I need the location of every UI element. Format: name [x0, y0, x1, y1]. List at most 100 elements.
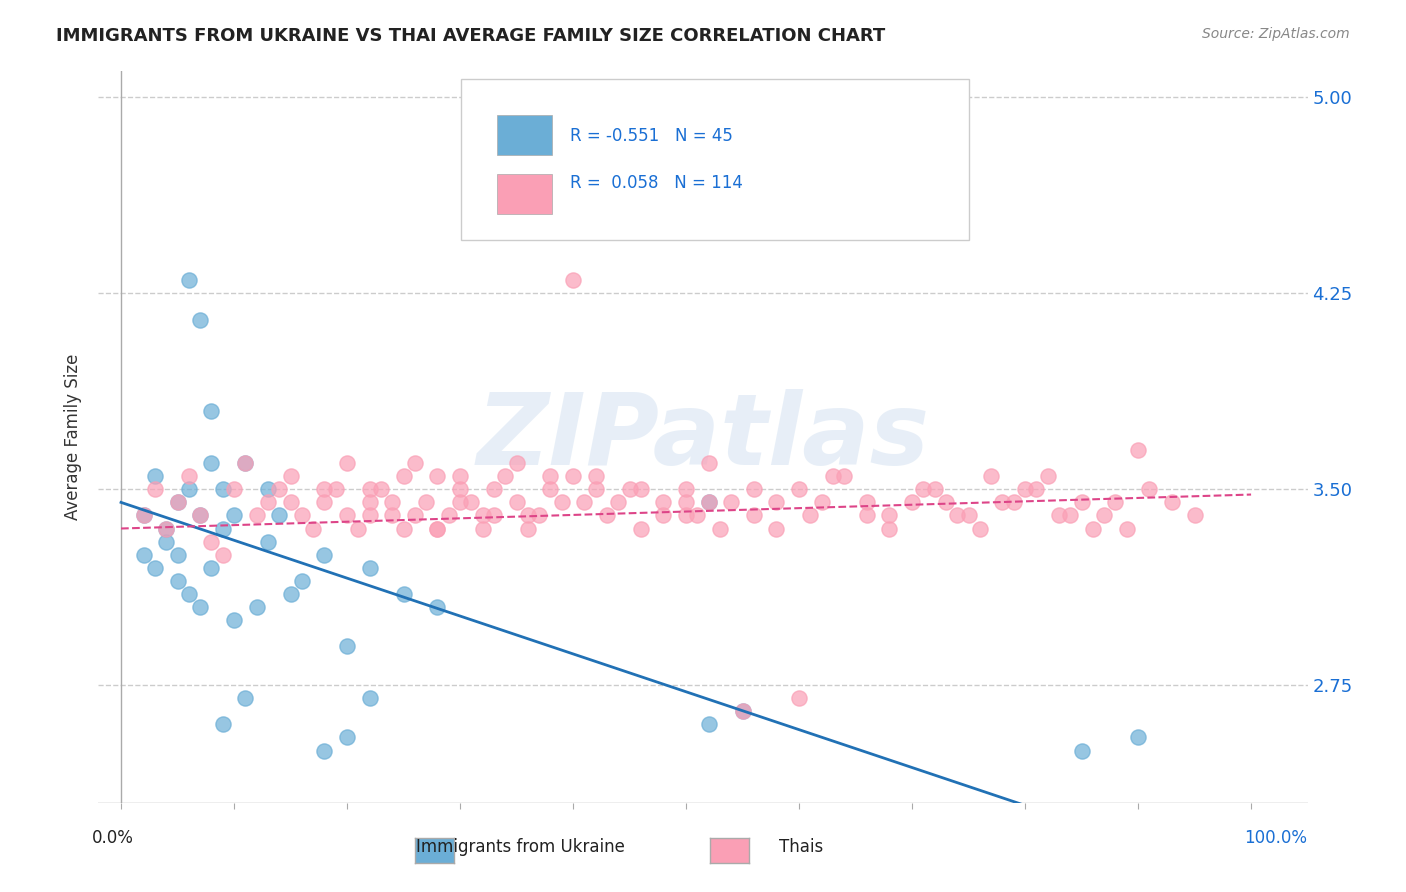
Immigrants from Ukraine [188, 599, 211, 614]
Text: Source: ZipAtlas.com: Source: ZipAtlas.com [1202, 27, 1350, 41]
Immigrants from Ukraine [132, 548, 155, 562]
Thais [731, 704, 754, 718]
Thais [359, 508, 381, 523]
Thais [1002, 495, 1025, 509]
Thais [562, 273, 585, 287]
Thais [336, 508, 359, 523]
Thais [392, 469, 415, 483]
Thais [269, 483, 291, 497]
Thais [347, 521, 370, 535]
Thais [1126, 443, 1149, 458]
Immigrants from Ukraine [291, 574, 314, 588]
Thais [314, 483, 336, 497]
Thais [404, 508, 426, 523]
Thais [1070, 495, 1092, 509]
Thais [742, 483, 765, 497]
Text: 0.0%: 0.0% [91, 829, 134, 847]
Thais [879, 508, 901, 523]
Thais [574, 495, 596, 509]
Thais [143, 483, 166, 497]
Thais [437, 508, 460, 523]
Immigrants from Ukraine [233, 691, 256, 706]
Thais [460, 495, 482, 509]
Immigrants from Ukraine [233, 456, 256, 470]
Immigrants from Ukraine [166, 548, 188, 562]
Thais [856, 495, 879, 509]
Thais [957, 508, 980, 523]
Immigrants from Ukraine [257, 483, 280, 497]
Thais [246, 508, 269, 523]
Thais [381, 508, 404, 523]
Thais [607, 495, 630, 509]
Immigrants from Ukraine [143, 469, 166, 483]
Thais [233, 456, 256, 470]
Immigrants from Ukraine [155, 521, 177, 535]
Thais [188, 508, 211, 523]
Immigrants from Ukraine [697, 495, 720, 509]
Immigrants from Ukraine [188, 508, 211, 523]
Thais [516, 508, 538, 523]
Thais [1137, 483, 1160, 497]
Thais [596, 508, 619, 523]
Text: R = -0.551   N = 45: R = -0.551 N = 45 [569, 127, 733, 145]
Thais [1036, 469, 1059, 483]
Thais [1047, 508, 1070, 523]
Thais [821, 469, 844, 483]
Immigrants from Ukraine [155, 534, 177, 549]
Immigrants from Ukraine [426, 599, 449, 614]
FancyBboxPatch shape [498, 115, 551, 155]
Immigrants from Ukraine [188, 312, 211, 326]
Thais [471, 508, 494, 523]
Immigrants from Ukraine [200, 404, 222, 418]
Thais [426, 521, 449, 535]
Thais [619, 483, 641, 497]
Thais [765, 495, 787, 509]
Immigrants from Ukraine [336, 731, 359, 745]
Thais [132, 508, 155, 523]
Immigrants from Ukraine [222, 613, 245, 627]
Thais [585, 469, 607, 483]
Thais [924, 483, 946, 497]
Thais [697, 495, 720, 509]
Thais [551, 495, 574, 509]
Immigrants from Ukraine [697, 717, 720, 731]
Immigrants from Ukraine [359, 691, 381, 706]
Thais [449, 495, 471, 509]
Thais [482, 508, 505, 523]
FancyBboxPatch shape [498, 174, 551, 214]
Thais [280, 495, 302, 509]
Thais [652, 495, 675, 509]
Immigrants from Ukraine [211, 483, 233, 497]
Immigrants from Ukraine [336, 639, 359, 653]
Thais [200, 534, 222, 549]
Thais [935, 495, 957, 509]
Text: R = -0.551   N = 45: R = -0.551 N = 45 [569, 127, 733, 145]
Thais [166, 495, 188, 509]
Thais [879, 521, 901, 535]
Immigrants from Ukraine [166, 574, 188, 588]
Immigrants from Ukraine [1070, 743, 1092, 757]
Thais [415, 495, 437, 509]
Thais [482, 483, 505, 497]
Thais [787, 483, 810, 497]
Thais [799, 508, 821, 523]
Thais [291, 508, 314, 523]
Thais [527, 508, 550, 523]
Thais [449, 483, 471, 497]
Thais [381, 495, 404, 509]
Text: 100.0%: 100.0% [1244, 829, 1308, 847]
Thais [325, 483, 347, 497]
Y-axis label: Average Family Size: Average Family Size [65, 354, 83, 520]
Text: Immigrants from Ukraine: Immigrants from Ukraine [416, 838, 624, 855]
Thais [336, 456, 359, 470]
Thais [946, 508, 969, 523]
Text: Thais: Thais [779, 838, 824, 855]
Thais [630, 483, 652, 497]
Immigrants from Ukraine [200, 560, 222, 574]
Immigrants from Ukraine [222, 508, 245, 523]
Thais [314, 495, 336, 509]
Thais [675, 508, 697, 523]
Text: IMMIGRANTS FROM UKRAINE VS THAI AVERAGE FAMILY SIZE CORRELATION CHART: IMMIGRANTS FROM UKRAINE VS THAI AVERAGE … [56, 27, 886, 45]
Immigrants from Ukraine [257, 534, 280, 549]
Thais [177, 469, 200, 483]
